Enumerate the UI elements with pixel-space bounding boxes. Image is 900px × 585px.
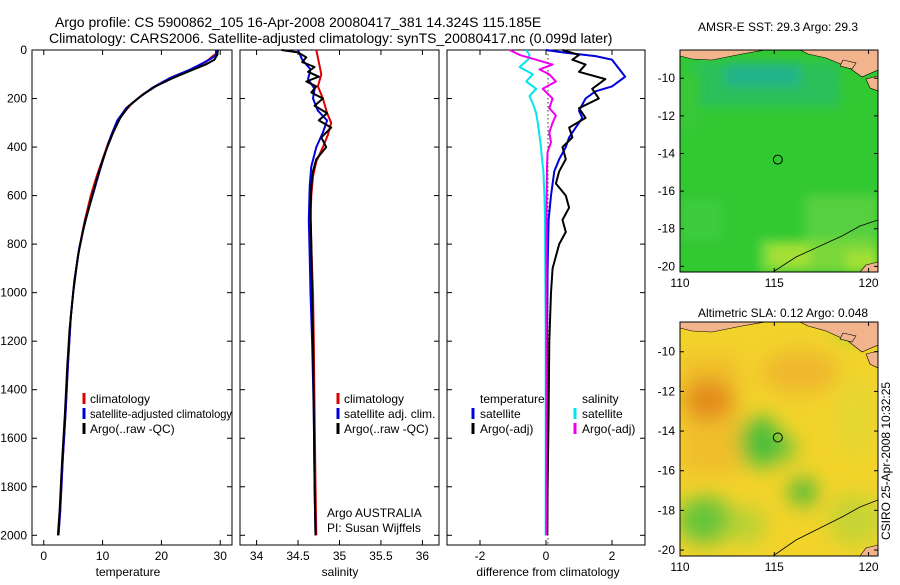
x-tick-label: 34	[250, 549, 264, 563]
header-line-1: Argo profile: CS 5900862_105 16-Apr-2008…	[55, 14, 541, 30]
map-y-tick-label: -20	[658, 543, 676, 557]
y-tick-label: 1000	[0, 286, 27, 300]
map-x-tick-label: 120	[859, 560, 879, 574]
temperature-xlabel: temperature	[96, 565, 161, 579]
map-y-tick-label: -14	[658, 146, 676, 160]
salinity-panel: 34 34.5 35 35.5 36 salinity climatology sate…	[239, 49, 440, 579]
temperature-legend: climatology satellite-adjusted climatolo…	[82, 392, 232, 436]
sla-map: Altimetric SLA: 0.12 Argo: 0.048	[658, 306, 879, 574]
y-tick-label: 200	[7, 92, 27, 106]
series-line-argo-raw-qc	[56, 49, 219, 536]
x-tick-label: 34.5	[286, 549, 310, 563]
sla-map-frame	[679, 321, 879, 557]
salinity-xlabel: salinity	[322, 565, 359, 579]
sst-map: AMSR-E SST: 29.3 Argo: 29.3	[658, 20, 879, 290]
land-mask	[680, 322, 878, 556]
difference-legend: temperature salinity satellite Argo(-adj…	[471, 392, 635, 436]
map-y-tick-label: -10	[658, 345, 676, 359]
series-line-satellite-adjusted-climatology	[57, 50, 218, 536]
series-line-argo-raw-qc	[281, 49, 333, 536]
map-y-tick-label: -18	[658, 503, 676, 517]
float-pi-annotation: PI: Susan Wijffels	[327, 521, 421, 535]
argo-position-marker	[772, 154, 783, 165]
difference-xlabel: difference from climatology	[476, 565, 619, 579]
x-tick-label: 36	[416, 549, 430, 563]
y-tick-label: 1400	[0, 383, 27, 397]
y-tick-label: 600	[7, 189, 27, 203]
y-tick-label: 1800	[0, 480, 27, 494]
legend-label-satellite: satellite-adjusted climatology	[90, 407, 232, 421]
map-y-tick-label: -12	[658, 109, 676, 123]
legend-header-salinity: salinity	[582, 392, 619, 406]
header-line-2: Climatology: CARS2006. Satellite-adjuste…	[49, 30, 612, 46]
x-tick-label: -2	[475, 549, 486, 563]
x-tick-label: 35.5	[369, 549, 393, 563]
map-x-tick-label: 110	[670, 560, 689, 574]
x-tick-label: 0	[543, 549, 550, 563]
x-tick-label: 20	[155, 549, 169, 563]
legend-label-climatology: climatology	[90, 392, 150, 406]
x-tick-label: 0	[40, 549, 47, 563]
map-y-tick-label: -16	[658, 464, 676, 478]
map-y-tick-label: -16	[658, 184, 676, 198]
map-y-tick-label: -18	[658, 222, 676, 236]
map-x-tick-label: 120	[859, 276, 879, 290]
y-tick-label: 800	[7, 237, 27, 251]
temperature-panel: 0 10 20 30 0 200 400 600 800 1000 1200 1400 1600 1800…	[0, 43, 233, 579]
series-line-temperature-argo-adj	[546, 49, 607, 536]
map-x-tick-label: 115	[765, 560, 784, 574]
legend-label-argo: Argo(..raw -QC)	[90, 422, 175, 436]
x-tick-label: 2	[609, 549, 616, 563]
temperature-axes-frame	[31, 49, 233, 546]
float-owner-annotation: Argo AUSTRALIA	[327, 506, 422, 520]
map-y-tick-label: -20	[658, 259, 676, 273]
legend-label-satellite: satellite adj. clim.	[344, 407, 435, 421]
y-tick-label: 400	[7, 140, 27, 154]
map-y-tick-label: -14	[658, 424, 676, 438]
sla-map-title: Altimetric SLA: 0.12 Argo: 0.048	[698, 306, 868, 320]
legend-label-sal-satellite: satellite	[582, 407, 623, 421]
legend-label-climatology: climatology	[344, 392, 404, 406]
legend-label-temp-satellite: satellite	[480, 407, 521, 421]
y-tick-label: 1200	[0, 334, 27, 348]
x-tick-label: 35	[333, 549, 347, 563]
series-line-salinity-satellite	[518, 49, 547, 536]
salinity-axes-frame	[239, 49, 440, 546]
sst-map-title: AMSR-E SST: 29.3 Argo: 29.3	[698, 20, 858, 34]
difference-panel: -2 0 2 difference from climatology tempera…	[446, 49, 646, 579]
series-line-salinity-argo-adj	[509, 49, 557, 536]
legend-label-sal-argo: Argo(-adj)	[582, 422, 635, 436]
x-tick-label: 10	[96, 549, 110, 563]
land-mask	[680, 50, 878, 272]
x-tick-label: 30	[214, 549, 228, 563]
argo-position-marker	[772, 432, 783, 443]
y-tick-label: 0	[20, 43, 27, 57]
y-tick-label: 2000	[0, 528, 27, 542]
sst-map-frame	[679, 49, 879, 273]
map-x-tick-label: 110	[670, 276, 689, 290]
map-y-tick-label: -12	[658, 384, 676, 398]
map-x-tick-label: 115	[765, 276, 784, 290]
legend-header-temperature: temperature	[480, 392, 545, 406]
legend-label-temp-argo: Argo(-adj)	[480, 422, 533, 436]
legend-label-argo: Argo(..raw -QC)	[344, 422, 429, 436]
creation-timestamp: CSIRO 25-Apr-2008 10:32:25	[879, 381, 893, 540]
series-line-temperature-satellite	[545, 49, 627, 536]
series-line-climatology	[57, 50, 218, 536]
map-y-tick-label: -10	[658, 71, 676, 85]
salinity-legend: climatology satellite adj. clim. Argo(..…	[336, 392, 435, 436]
y-tick-label: 1600	[0, 431, 27, 445]
